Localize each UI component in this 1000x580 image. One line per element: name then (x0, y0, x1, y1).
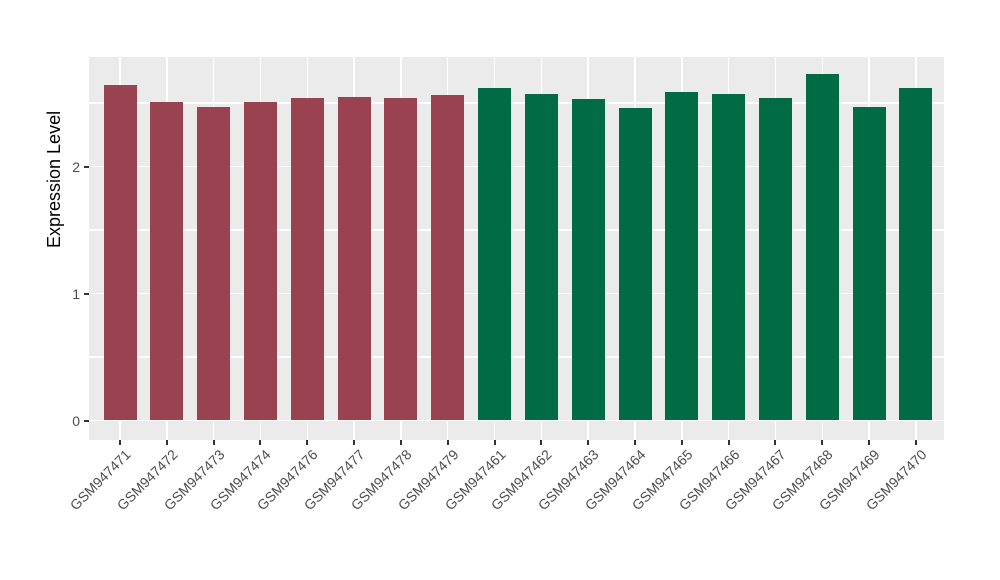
bar-GSM947461 (478, 87, 512, 421)
bar-GSM947476 (290, 97, 324, 421)
minor-gridline-y-2.5 (89, 102, 944, 104)
x-tick-mark-GSM947476 (306, 440, 309, 445)
major-gridline-y-0 (89, 419, 944, 422)
x-tick-mark-GSM947471 (119, 440, 121, 445)
bar-GSM947473 (197, 106, 231, 421)
major-gridline-y-1 (89, 292, 944, 295)
x-tick-mark-GSM947472 (165, 440, 168, 445)
bar-GSM947472 (150, 101, 184, 421)
bar-GSM947468 (805, 73, 839, 421)
y-tick-mark-0 (84, 419, 89, 422)
y-tick-label-0: 0 (72, 412, 80, 429)
x-tick-mark-GSM947479 (446, 440, 449, 445)
major-gridline-y-2 (89, 165, 944, 168)
x-tick-mark-GSM947467 (774, 440, 777, 445)
y-tick-mark-1 (84, 292, 89, 295)
x-tick-mark-GSM947464 (634, 440, 637, 445)
bar-GSM947478 (384, 97, 418, 421)
bar-GSM947479 (431, 95, 465, 421)
minor-gridline-y-1.5 (89, 229, 944, 231)
y-tick-label-1: 1 (72, 285, 80, 302)
bar-GSM947466 (712, 94, 746, 421)
bar-GSM947464 (618, 108, 652, 421)
x-tick-mark-GSM947477 (353, 440, 356, 445)
x-tick-mark-GSM947462 (540, 440, 543, 445)
bar-GSM947471 (103, 85, 137, 421)
bar-GSM947470 (899, 87, 933, 421)
bar-GSM947467 (758, 97, 792, 421)
x-tick-mark-GSM947463 (587, 440, 590, 445)
bar-GSM947463 (571, 99, 605, 421)
bar-GSM947465 (665, 91, 699, 421)
x-tick-mark-GSM947468 (821, 440, 824, 445)
x-tick-mark-GSM947470 (914, 440, 917, 445)
bar-GSM947469 (852, 106, 886, 421)
plot-panel (89, 57, 944, 440)
x-tick-mark-GSM947469 (868, 440, 871, 445)
bar-GSM947477 (337, 96, 371, 421)
bar-GSM947474 (243, 101, 277, 421)
x-tick-mark-GSM947461 (493, 440, 496, 445)
y-tick-label-2: 2 (72, 158, 80, 175)
bar-GSM947462 (524, 94, 558, 421)
x-tick-mark-GSM947474 (259, 440, 262, 445)
x-tick-mark-GSM947478 (399, 440, 402, 445)
y-tick-mark-2 (84, 165, 89, 168)
x-tick-mark-GSM947465 (680, 440, 683, 445)
x-tick-mark-GSM947466 (727, 440, 730, 445)
x-tick-mark-GSM947473 (212, 440, 215, 445)
minor-gridline-y-0.5 (89, 356, 944, 358)
